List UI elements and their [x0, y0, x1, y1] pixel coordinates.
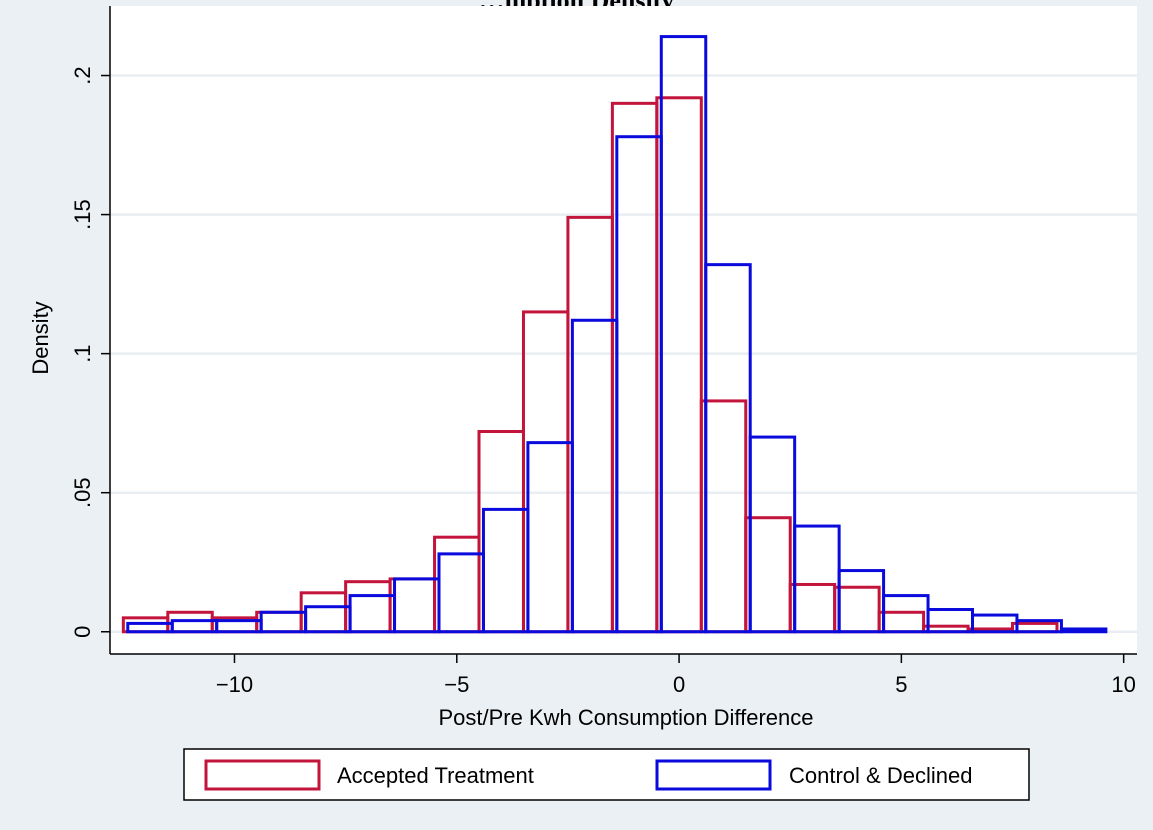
y-tick-label: .05	[70, 477, 95, 508]
x-axis-label: Post/Pre Kwh Consumption Difference	[439, 705, 814, 730]
legend: Accepted Treatment Control & Declined	[183, 748, 1030, 801]
x-tick-label: −5	[444, 672, 469, 697]
x-tick-label: −10	[216, 672, 253, 697]
y-axis-label: Density	[28, 301, 53, 374]
x-tick-label: 0	[673, 672, 685, 697]
legend-swatch-control	[655, 759, 772, 791]
axes	[101, 6, 1137, 663]
bar-control	[1059, 627, 1108, 634]
legend-swatch-accepted	[204, 759, 321, 791]
x-tick-label: 10	[1111, 672, 1135, 697]
y-tick-label: 0	[70, 626, 95, 638]
legend-box	[183, 748, 1030, 801]
y-tick-label: .15	[70, 199, 95, 230]
legend-label-control: Control & Declined	[789, 763, 972, 788]
tick-labels: 0 .05 .1 .15 .2 −10 −5 0 5 10	[70, 66, 1136, 697]
histogram-bars	[121, 35, 1108, 634]
y-tick-label: .2	[70, 66, 95, 84]
legend-label-accepted: Accepted Treatment	[337, 763, 534, 788]
y-tick-label: .1	[70, 344, 95, 362]
x-tick-label: 5	[895, 672, 907, 697]
plot-area	[110, 6, 1137, 654]
bar-control	[1015, 619, 1063, 634]
